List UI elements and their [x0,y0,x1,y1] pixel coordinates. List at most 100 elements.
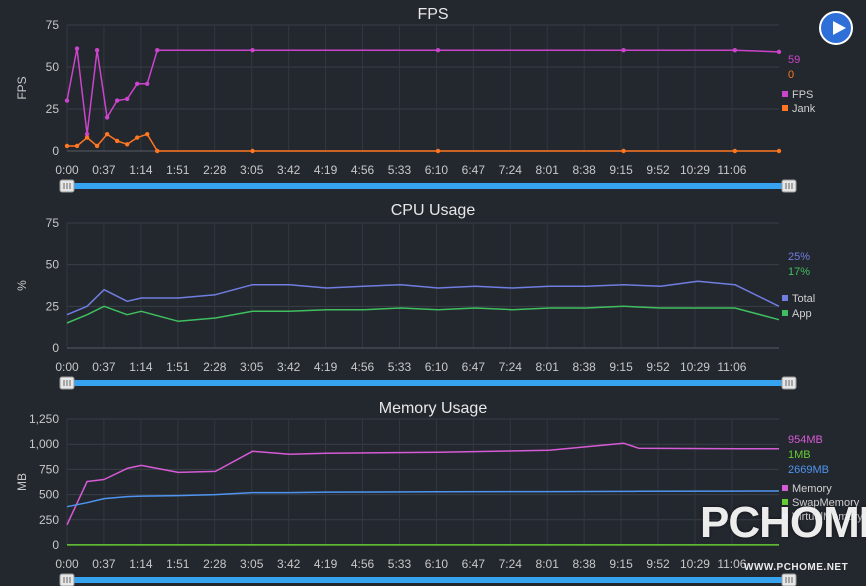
memory_panel-x-tick: 9:52 [646,557,670,571]
fps_panel-point-fps [155,48,160,53]
fps_panel-point-fps [104,115,110,120]
fps_panel-point-fps [145,81,150,87]
fps_panel-y-tick: 0 [52,144,59,158]
fps_panel-x-tick: 9:15 [609,163,633,177]
memory_panel-current-value: 1MB [788,449,811,461]
cpu_panel-x-tick: 9:52 [646,360,670,374]
memory_panel-y-tick: 1,000 [29,437,59,451]
cpu-panel: CPU Usage [0,198,866,394]
cpu_panel-legend-swatch-total [782,295,788,301]
fps_panel-point-fps [732,48,738,53]
fps_panel-point-fps [621,48,626,53]
cpu_panel-x-tick: 6:10 [425,360,449,374]
fps_panel-x-tick: 7:24 [499,163,523,177]
fps_panel-point-jank [74,143,80,149]
memory-panel-title: Memory Usage [378,400,488,417]
memory_panel-x-tick: 4:56 [351,557,375,571]
fps_panel-point-fps [435,48,441,53]
cpu_panel-x-tick: 6:47 [462,360,486,374]
play-button[interactable] [819,11,853,45]
watermark-logo: PCHOME WWW.PCHOME.NET [700,498,866,586]
memory_panel-y-tick: 750 [39,462,59,476]
fps_panel-point-fps [94,48,100,53]
fps_panel-x-tick: 2:28 [203,163,227,177]
memory_panel-x-tick: 5:33 [388,557,412,571]
fps_panel-x-tick: 10:29 [680,163,710,177]
memory_panel-x-tick: 9:15 [609,557,633,571]
cpu_panel-current-value: 25% [788,251,810,263]
fps_panel-y-tick: 25 [46,102,60,116]
cpu_panel-x-tick: 3:42 [277,360,301,374]
fps_panel-range-slider-track[interactable] [67,183,791,189]
memory_panel-x-tick: 6:10 [425,557,449,571]
cpu_panel-x-tick: 4:19 [314,360,338,374]
memory_panel-y-tick: 250 [39,513,59,527]
memory_panel-current-value: 2669MB [788,464,829,476]
fps_panel-x-tick: 4:56 [351,163,375,177]
fps_panel-point-jank [621,148,626,154]
fps_panel-point-fps [74,46,80,51]
cpu_panel-x-tick: 10:29 [680,360,710,374]
fps_panel-point-jank [145,132,150,137]
cpu_panel-x-tick: 0:37 [92,360,116,374]
fps_panel-point-fps [84,132,90,137]
fps_panel-legend-jank: Jank [792,103,816,115]
fps_panel-point-jank [435,148,441,154]
cpu_panel-x-tick: 8:01 [536,360,560,374]
fps_panel-y-tick: 50 [46,60,60,74]
cpu_panel-range-slider-track[interactable] [67,380,791,386]
fps_panel-x-tick: 0:37 [92,163,116,177]
memory_panel-x-tick: 8:01 [536,557,560,571]
cpu_panel-series-total-line [66,280,780,316]
memory_panel-x-tick: 2:28 [203,557,227,571]
cpu_panel-x-tick: 8:38 [572,360,596,374]
memory_panel-legend-virtualmemory: VirtualMemory [792,511,863,523]
cpu_panel-legend-total: Total [792,293,815,305]
cpu_panel-x-tick: 3:05 [240,360,264,374]
fps_panel-x-tick: 6:47 [462,163,486,177]
fps_panel-point-jank [776,148,782,154]
memory_panel-x-tick: 10:29 [680,557,710,571]
memory_panel-x-tick: 7:24 [499,557,523,571]
memory_panel-series-virtualmemory-line [66,490,780,508]
fps_panel-legend-swatch-jank [782,105,788,111]
cpu_panel-y-label: % [15,280,29,291]
fps_panel-point-jank [104,132,110,137]
memory_panel-legend-swapmemory: SwapMemory [792,497,860,509]
cpu_panel-y-tick: 0 [52,341,59,355]
fps_panel-point-jank [84,135,90,140]
memory_panel-legend-swatch-memory [782,485,788,491]
fps_panel-point-jank [134,135,140,140]
fps_panel-point-fps [114,98,120,103]
memory_panel-x-tick: 0:37 [92,557,116,571]
memory_panel-y-tick: 0 [52,538,59,552]
cpu_panel-legend-swatch-app [782,310,788,316]
fps_panel-legend-swatch-fps [782,91,788,97]
cpu_panel-x-tick: 1:51 [166,360,190,374]
memory_panel-x-tick: 6:47 [462,557,486,571]
memory_panel-range-slider-track[interactable] [67,577,791,583]
memory_panel-x-tick: 1:14 [129,557,153,571]
cpu_panel-x-tick: 5:33 [388,360,412,374]
cpu_panel-series-app-line [66,305,780,324]
fps_panel-series-fps-line [66,47,780,135]
fps_panel-point-jank [732,148,738,154]
fps_panel-x-tick: 3:05 [240,163,264,177]
fps_panel-current-value: 0 [788,69,794,81]
cpu_panel-y-tick: 75 [46,216,60,230]
memory_panel-legend-memory: Memory [792,483,832,495]
fps_panel-x-tick: 1:51 [166,163,190,177]
cpu_panel-x-tick: 4:56 [351,360,375,374]
fps_panel-x-tick: 11:06 [717,163,746,177]
cpu_panel-y-tick: 50 [46,258,60,272]
memory_panel-y-tick: 1,250 [29,412,59,426]
cpu_panel-legend-app: App [792,308,812,320]
fps-panel-title: FPS [417,6,449,23]
cpu_panel-x-tick: 1:14 [129,360,153,374]
fps_panel-x-tick: 1:14 [129,163,153,177]
memory_panel-legend-swatch-swapmemory [782,499,788,505]
fps_panel-point-fps [776,49,782,55]
fps_panel-x-tick: 8:01 [536,163,560,177]
fps_panel-point-jank [124,142,130,147]
